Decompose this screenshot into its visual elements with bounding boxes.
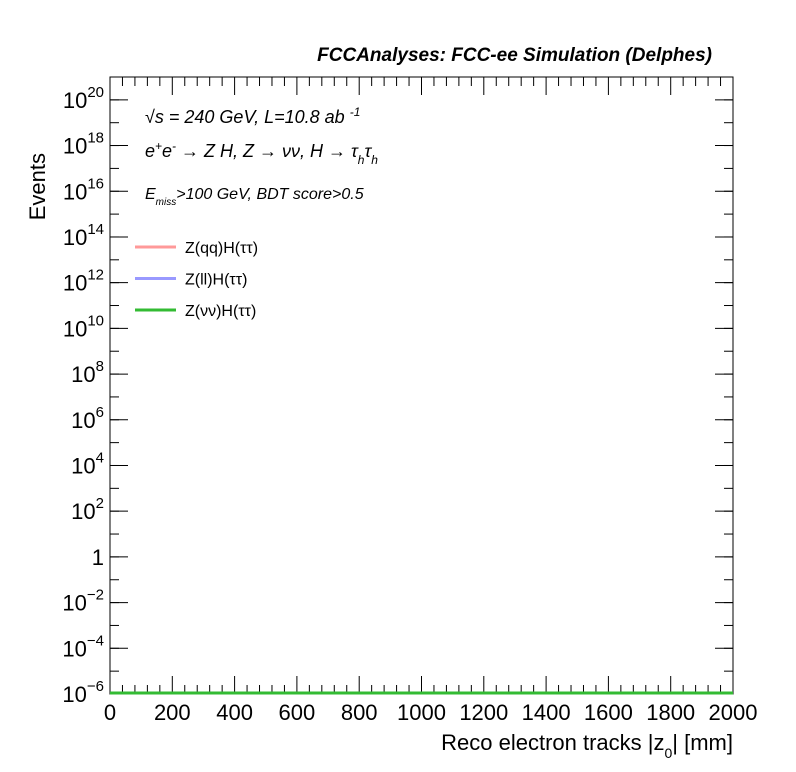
y-tick-label: 10−2	[62, 587, 104, 616]
tick-exponent: 14	[87, 221, 104, 238]
tick-exponent: 2	[96, 495, 104, 512]
text-part: τ	[364, 141, 372, 161]
chart-title: FCCAnalyses: FCC-ee Simulation (Delphes)	[317, 45, 712, 66]
text-part: e	[162, 141, 172, 161]
text-part: → Z H, Z → νν, H → τ	[176, 141, 359, 161]
y-tick-label: 1020	[63, 84, 104, 113]
y-tick-label: 108	[71, 358, 104, 387]
y-tick-label: 10−4	[62, 632, 104, 661]
tick-exponent: 8	[96, 358, 104, 375]
tick-exponent: 20	[87, 84, 104, 101]
tick-base: 10	[63, 225, 87, 250]
tick-base: 10	[62, 682, 86, 707]
y-tick-label: 104	[71, 449, 104, 478]
tick-base: 10	[71, 499, 95, 524]
tick-base: 10	[63, 271, 87, 296]
text-part: 0	[664, 745, 672, 761]
tick-exponent: 6	[96, 404, 104, 421]
text-part: +	[155, 139, 162, 153]
x-tick-label: 1400	[522, 700, 571, 725]
x-tick-label: 2000	[709, 700, 758, 725]
tick-exponent: −2	[87, 587, 104, 604]
tick-exponent: −6	[87, 678, 104, 695]
text-part: miss	[156, 197, 177, 208]
y-tick-label: 1	[92, 545, 104, 570]
x-tick-label: 400	[216, 700, 253, 725]
tick-base: 10	[62, 591, 86, 616]
tick-exponent: 4	[96, 449, 104, 466]
tick-base: 10	[71, 408, 95, 433]
x-tick-label: 1000	[397, 700, 446, 725]
tick-base: 10	[71, 453, 95, 478]
text-part: -	[172, 139, 176, 153]
text-part: e	[145, 141, 155, 161]
tick-base: 10	[63, 134, 87, 159]
text-part: Reco electron tracks |z	[441, 730, 664, 755]
text-part: h	[371, 153, 378, 167]
y-tick-label: 1018	[63, 130, 104, 159]
x-tick-label: 0	[104, 700, 116, 725]
tick-base: 10	[71, 362, 95, 387]
y-axis-label: Events	[25, 153, 50, 220]
y-tick-label: 102	[71, 495, 104, 524]
tick-base: 10	[63, 179, 87, 204]
x-tick-label: 1600	[584, 700, 633, 725]
x-tick-label: 800	[341, 700, 378, 725]
y-tick-label: 1016	[63, 175, 104, 204]
x-tick-label: 600	[279, 700, 316, 725]
text-part: | [mm]	[672, 730, 733, 755]
y-tick-label: 10−6	[62, 678, 104, 707]
text-part: √s = 240 GeV, L=10.8 ab	[145, 107, 350, 127]
tick-exponent: −4	[87, 632, 104, 649]
text-part: >100 GeV, BDT score>0.5	[176, 186, 363, 203]
legend-label: Z(ll)H(ττ)	[185, 272, 247, 289]
tick-exponent: 12	[87, 267, 104, 284]
annotation: √s = 240 GeV, L=10.8 ab -1	[145, 105, 360, 127]
text-part: E	[145, 186, 156, 203]
text-part: -1	[350, 105, 361, 119]
annotation: e+e- → Z H, Z → νν, H → τhτh	[145, 139, 378, 167]
y-tick-label: 1010	[63, 312, 104, 341]
y-tick-label: 1012	[63, 267, 104, 296]
tick-base: 10	[63, 316, 87, 341]
text-part: h	[358, 153, 365, 167]
tick-exponent: 10	[87, 312, 104, 329]
x-tick-label: 200	[154, 700, 191, 725]
y-tick-label: 106	[71, 404, 104, 433]
legend-label: Z(qq)H(ττ)	[185, 240, 258, 257]
tick-exponent: 18	[87, 130, 104, 147]
tick-base: 10	[62, 636, 86, 661]
annotation: Emiss>100 GeV, BDT score>0.5	[145, 186, 364, 208]
x-tick-label: 1200	[459, 700, 508, 725]
legend-label: Z(νν)H(ττ)	[185, 303, 256, 320]
x-tick-label: 1800	[646, 700, 695, 725]
x-axis-label: Reco electron tracks |z0| [mm]	[441, 730, 733, 761]
tick-exponent: 16	[87, 175, 104, 192]
tick-base: 10	[63, 88, 87, 113]
y-tick-label: 1014	[63, 221, 104, 250]
